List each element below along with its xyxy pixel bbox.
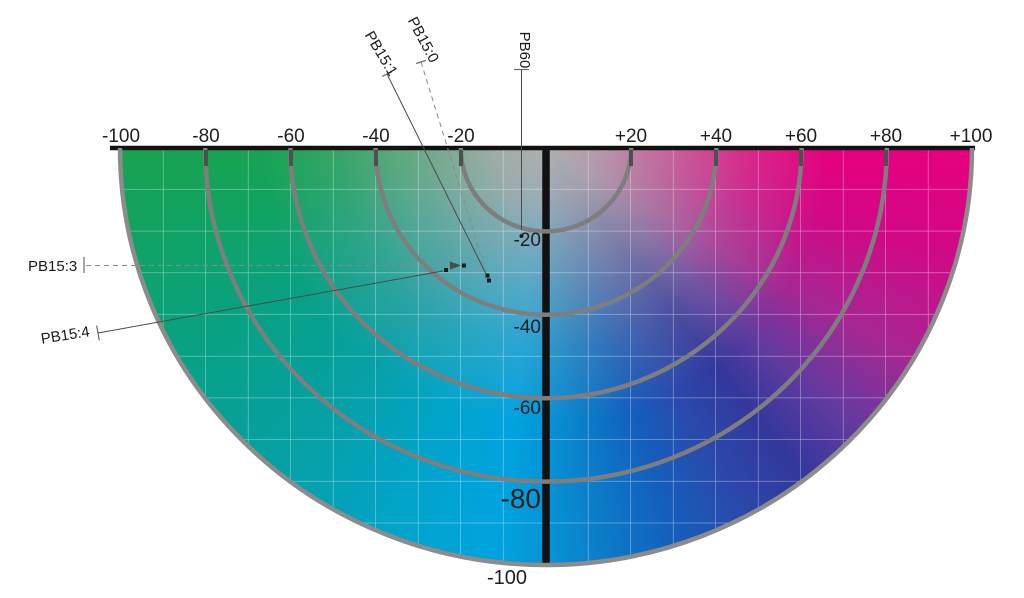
pb15-0-label: PB15:0: [404, 14, 442, 65]
a-tick-label: +20: [615, 126, 647, 147]
a-tick-label: -40: [362, 126, 389, 147]
pb60-point: [519, 234, 524, 238]
pb15-3-leader-arrowhead: [450, 261, 461, 270]
pb15-4-label: PB15:4: [40, 323, 91, 347]
chroma-ring-100-border: [117, 147, 975, 568]
pb15-1-leader-line: [386, 73, 489, 279]
pb15-0-leader-line: [420, 61, 487, 273]
a-tick-label: +60: [785, 126, 817, 147]
b-tick-label: -60: [514, 398, 541, 419]
pb15-0-point: [485, 273, 490, 278]
chroma-ring-20: [458, 147, 634, 234]
a-tick-label: +100: [950, 126, 993, 147]
a-tick-label: +40: [700, 126, 732, 147]
pb15-3-label: PB15:3: [28, 258, 77, 275]
b-tick-label: -40: [514, 317, 541, 338]
b-tick-label: -80: [501, 483, 541, 514]
leader-lines: [83, 59, 529, 341]
a-tick-label: -60: [277, 126, 304, 147]
a-axis-tick-marks: [204, 150, 888, 166]
pb15-3-point: [462, 263, 466, 268]
a-tick-label: -100: [102, 126, 140, 147]
pb15-4-leader-line: [97, 270, 444, 334]
b-tick-label: -100: [487, 567, 527, 589]
pb15-4-point: [444, 268, 448, 272]
a-axis-tick-labels: -100 -80 -60 -40 -20 +20 +40 +60 +80 +10…: [102, 126, 992, 147]
a-tick-label: -80: [192, 126, 219, 147]
pb60-label: PB60: [516, 32, 533, 69]
a-tick-label: -20: [447, 126, 474, 147]
a-tick-label: +80: [870, 126, 902, 147]
b-tick-label: -20: [514, 230, 541, 251]
pb15-1-label: PB15:1: [361, 28, 401, 79]
pigment-points: [444, 234, 524, 283]
pb15-1-point: [487, 278, 491, 283]
chroma-ring-40: [373, 147, 719, 318]
b-axis-tick-labels: -20 -40 -60 -80 -100: [487, 230, 541, 589]
